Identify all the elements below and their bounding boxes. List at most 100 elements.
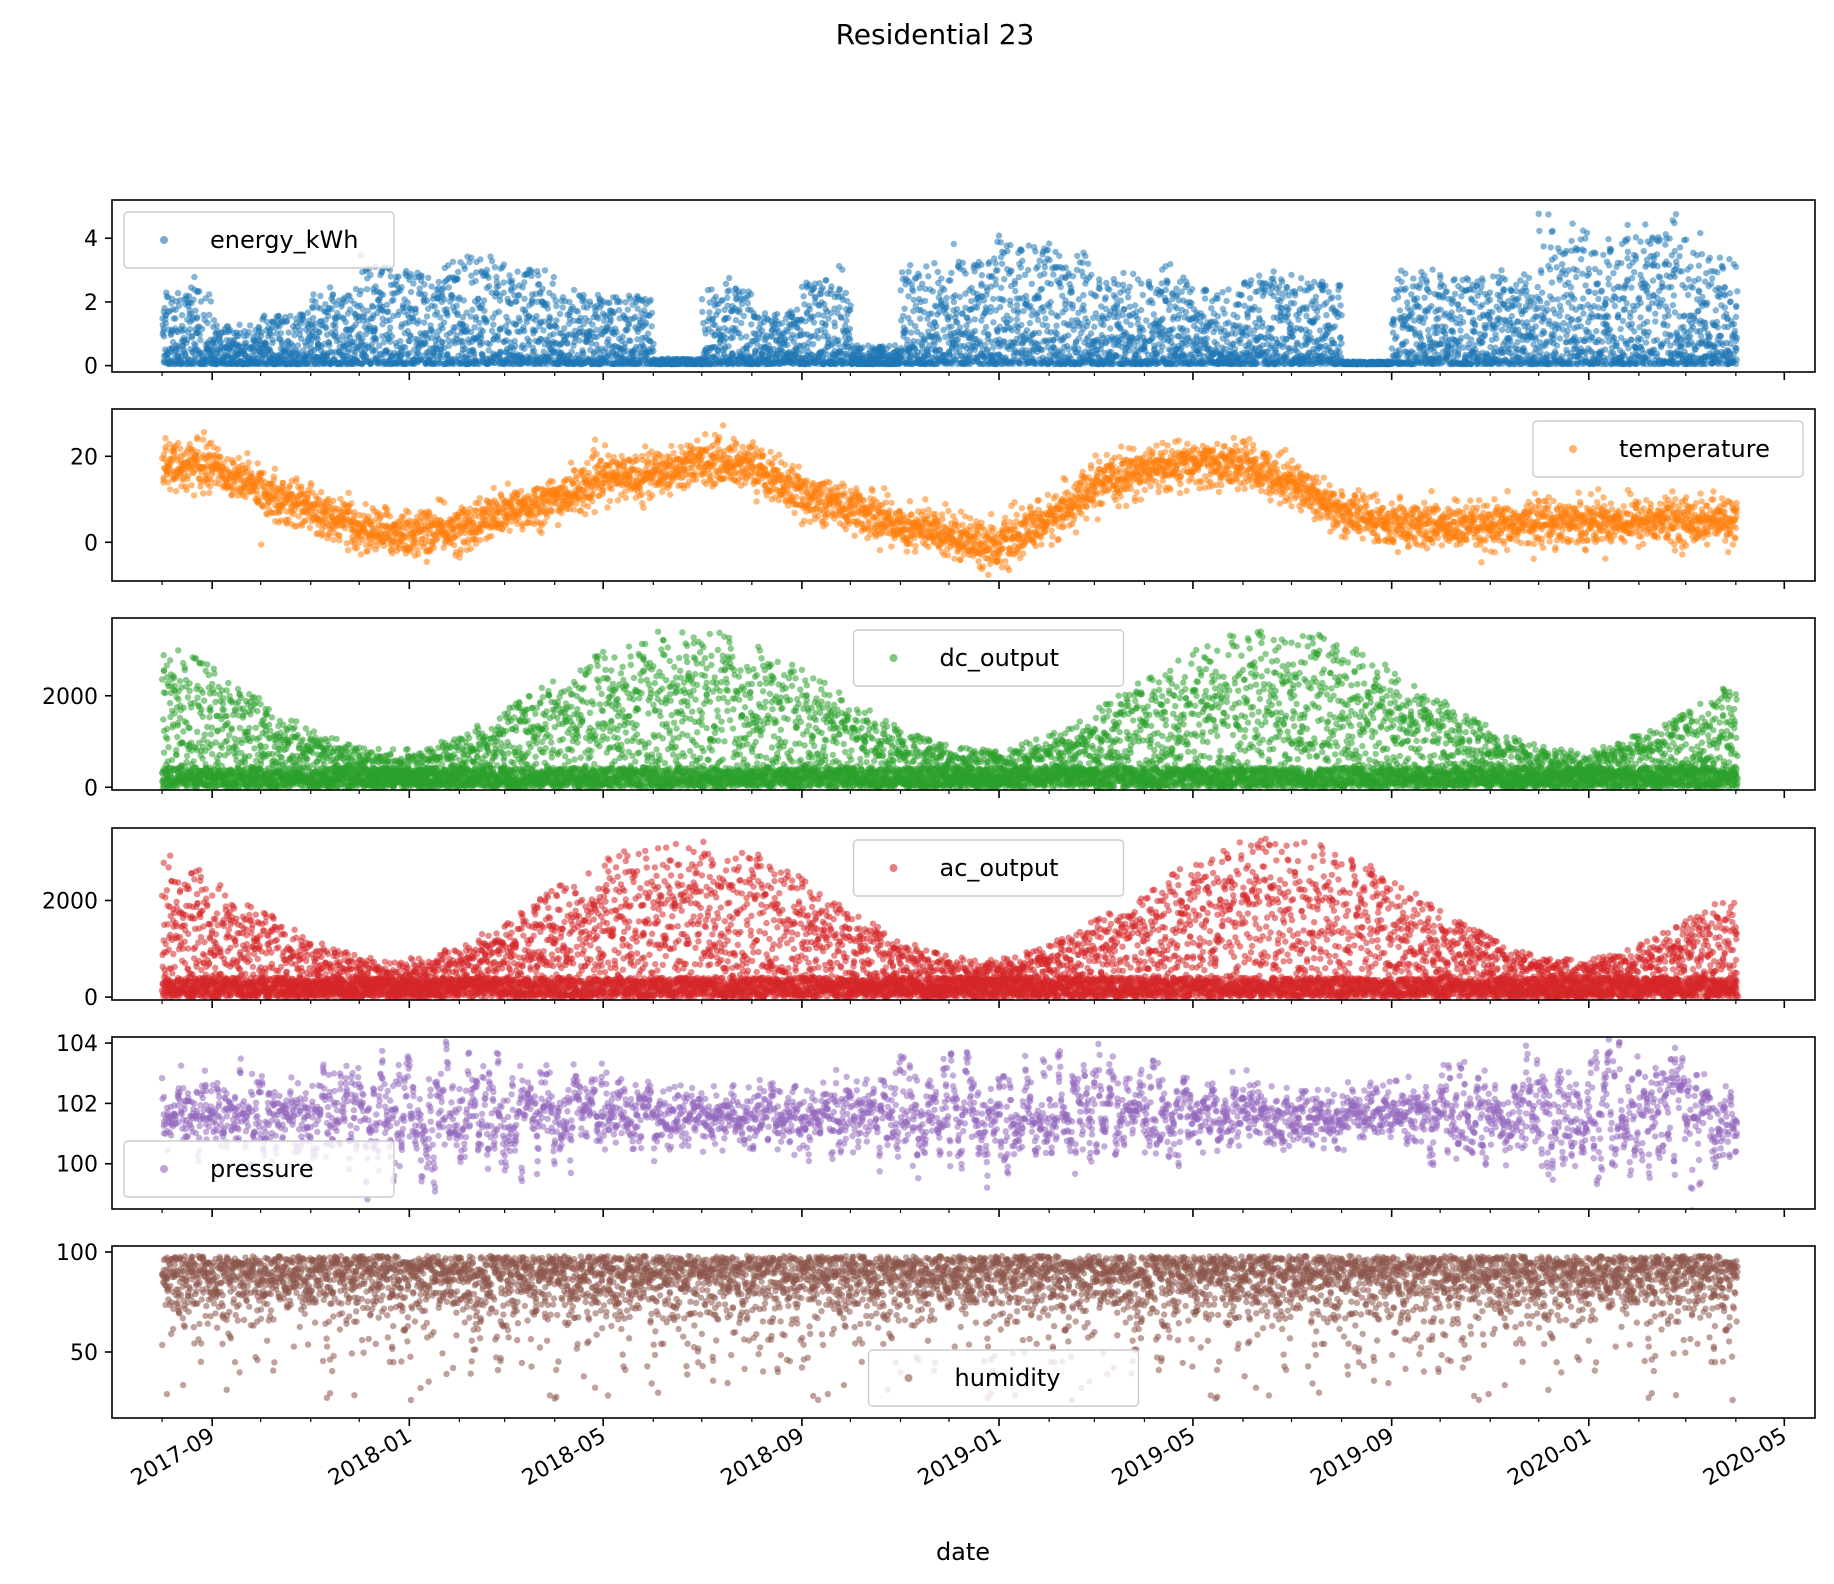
data-point <box>946 313 953 320</box>
data-point <box>1270 268 1277 275</box>
data-point <box>1096 276 1103 283</box>
data-point <box>929 288 936 295</box>
data-point <box>648 309 656 317</box>
data-point <box>953 306 961 313</box>
data-point <box>279 339 286 346</box>
data-point <box>395 273 402 280</box>
data-point <box>1035 329 1043 336</box>
data-point <box>712 293 719 300</box>
data-point <box>1013 301 1021 309</box>
data-point <box>740 312 747 320</box>
data-point <box>424 297 431 304</box>
data-point <box>613 328 620 336</box>
data-point <box>406 276 413 284</box>
data-point <box>1148 335 1156 343</box>
data-point <box>980 297 988 304</box>
data-point <box>175 302 183 309</box>
data-point <box>421 319 428 326</box>
data-point <box>1245 324 1252 332</box>
data-point <box>553 317 560 324</box>
data-point <box>186 325 194 333</box>
data-point <box>526 338 533 345</box>
data-point <box>1149 300 1156 307</box>
data-point <box>1041 264 1049 271</box>
data-point <box>781 335 789 343</box>
data-point <box>551 322 559 329</box>
data-point <box>435 278 442 286</box>
data-point <box>1165 306 1173 313</box>
data-point <box>624 306 631 313</box>
data-point <box>1035 294 1043 302</box>
data-point <box>276 323 283 330</box>
data-point <box>1084 260 1092 267</box>
data-point <box>497 348 505 356</box>
data-point <box>199 325 206 333</box>
data-point <box>444 262 452 269</box>
data-point <box>1091 323 1098 331</box>
data-point <box>1025 266 1032 274</box>
data-point <box>962 270 969 277</box>
data-point <box>1015 273 1023 281</box>
data-point <box>948 269 955 277</box>
data-point <box>897 287 904 294</box>
data-point <box>1062 305 1069 313</box>
data-point <box>415 350 422 358</box>
data-point <box>800 293 807 300</box>
data-point <box>386 316 393 324</box>
data-point <box>1202 287 1210 294</box>
data-point <box>997 303 1004 311</box>
data-point <box>368 341 375 348</box>
data-point <box>1232 330 1239 337</box>
data-point <box>1289 333 1296 341</box>
data-point <box>994 267 1001 274</box>
data-point <box>1183 327 1191 334</box>
data-point <box>294 342 302 349</box>
data-point <box>196 288 203 295</box>
data-point <box>1126 283 1133 290</box>
data-point <box>206 311 213 319</box>
data-point <box>508 277 516 284</box>
data-point <box>500 279 507 286</box>
data-point <box>954 336 961 343</box>
data-point <box>1120 306 1128 313</box>
data-point <box>527 354 534 361</box>
data-point <box>532 327 539 334</box>
data-point <box>532 317 539 324</box>
data-point <box>886 342 893 350</box>
data-point <box>440 319 448 326</box>
data-point <box>1225 286 1232 293</box>
data-point <box>192 307 199 314</box>
data-point <box>774 310 781 318</box>
data-point <box>267 331 275 338</box>
data-point <box>934 334 941 341</box>
data-point <box>453 332 460 339</box>
data-point <box>905 293 912 300</box>
data-point <box>744 299 751 307</box>
data-point <box>416 285 423 292</box>
data-point <box>1143 317 1150 324</box>
data-point <box>431 303 438 310</box>
data-point <box>990 295 997 303</box>
data-point <box>485 347 492 354</box>
data-point <box>1045 240 1053 247</box>
data-point <box>475 295 482 303</box>
data-point <box>574 308 581 315</box>
data-point <box>474 360 481 367</box>
data-point <box>387 273 394 280</box>
data-point <box>1223 297 1230 305</box>
data-point <box>539 285 546 292</box>
data-point <box>1214 313 1222 320</box>
data-point <box>207 298 215 305</box>
data-point <box>1147 284 1155 292</box>
data-point <box>1277 304 1284 311</box>
data-point <box>625 292 633 299</box>
data-point <box>956 293 964 301</box>
data-point <box>616 298 624 305</box>
data-point <box>467 328 475 336</box>
data-point <box>1042 315 1049 322</box>
data-point <box>947 277 954 284</box>
data-point <box>454 268 462 276</box>
data-point <box>328 305 335 313</box>
data-point <box>1200 313 1207 320</box>
data-point <box>519 284 526 291</box>
